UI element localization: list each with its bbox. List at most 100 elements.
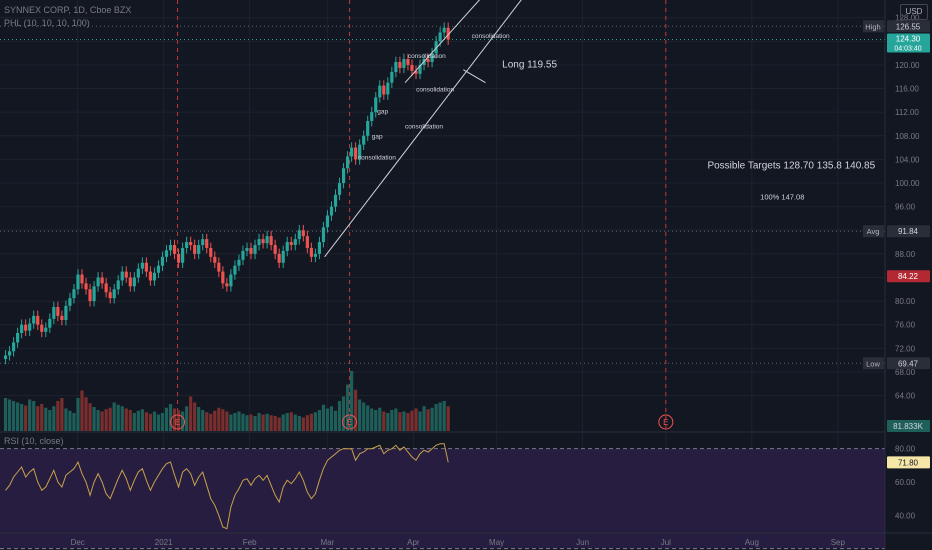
volume-bar — [354, 389, 358, 431]
candle-body — [160, 256, 165, 266]
volume-bar — [213, 410, 217, 431]
candle-body — [32, 315, 36, 324]
last-price-box — [887, 33, 930, 53]
candle-body — [309, 247, 313, 257]
candle-body — [112, 289, 116, 299]
low-side-label-box — [863, 357, 884, 370]
chart-annotation: gap — [377, 108, 388, 115]
rsi-line — [5, 443, 449, 530]
volume-bar — [325, 408, 330, 431]
volume-bar — [350, 371, 354, 431]
candle-body — [56, 307, 60, 316]
candle-body — [406, 59, 410, 65]
high-price-tag-box — [887, 20, 930, 33]
volume-bar — [438, 402, 442, 431]
candle-body — [257, 239, 261, 246]
volume-bar — [100, 411, 104, 431]
candle-body — [136, 268, 140, 278]
volume-bar — [84, 397, 88, 431]
candle-body — [442, 27, 446, 33]
volume-bar — [24, 405, 28, 431]
currency-button[interactable]: USD — [900, 4, 928, 20]
candle-body — [24, 324, 28, 331]
volume-bar — [370, 408, 374, 431]
time-tick-label: 2021 — [155, 538, 173, 547]
price-tick-label: 80.00 — [895, 297, 916, 306]
candle-body — [40, 324, 44, 332]
candle-body — [116, 280, 120, 290]
symbol-legend: SYNNEX CORP, 1D, Cboe BZX — [4, 5, 132, 15]
candle-body — [426, 59, 430, 62]
high-side-label-text: High — [865, 22, 880, 31]
candle-body — [281, 250, 285, 263]
volume-bar — [124, 408, 128, 431]
earnings-marker-label: E — [663, 418, 668, 427]
candle-body — [176, 253, 181, 263]
volume-bar — [176, 410, 181, 431]
volume-bar — [7, 399, 12, 431]
low-price-tag-box — [887, 357, 930, 370]
time-tick-label: Feb — [243, 538, 257, 547]
volume-bar — [257, 413, 261, 431]
volume-bar — [80, 390, 84, 431]
candle-body — [72, 289, 76, 299]
price-tick-label: 116.00 — [895, 85, 919, 94]
volume-bar — [48, 410, 52, 431]
volume-bar — [164, 407, 169, 431]
candle-body — [120, 271, 124, 281]
candle-body — [414, 70, 418, 74]
volume-bar — [116, 404, 120, 431]
volume-bar — [366, 405, 370, 431]
candle-body — [164, 250, 169, 257]
rsi-legend: RSI (10, close) — [4, 436, 64, 446]
volume-bar — [426, 409, 430, 431]
earnings-marker-circle — [170, 414, 186, 430]
candle-body — [213, 256, 217, 263]
candle-body — [172, 245, 177, 254]
candle-body — [209, 247, 213, 257]
volume-bar — [72, 413, 76, 431]
volume-bar — [398, 412, 402, 431]
volume-bar — [402, 411, 406, 431]
volume-bar — [273, 416, 277, 431]
volume-bar — [96, 410, 100, 431]
candle-body — [329, 206, 334, 216]
volume-bar — [189, 396, 193, 431]
time-tick-label: Mar — [320, 538, 334, 547]
volume-bar — [104, 409, 108, 431]
volume-tag-text: 81.833K — [893, 422, 923, 431]
candle-body — [7, 351, 12, 356]
candle-body — [398, 61, 402, 68]
volume-bar — [60, 398, 64, 431]
candle-body — [48, 318, 52, 328]
target-price-tag-box — [887, 270, 930, 283]
earnings-marker: E — [658, 414, 674, 430]
volume-bar — [120, 406, 124, 431]
chart-annotation: consolidation — [416, 87, 454, 94]
volume-bar — [92, 407, 96, 431]
last-price-tag: 124.30 04:03:40 — [887, 33, 930, 53]
volume-bar — [362, 402, 366, 431]
volume-bar — [68, 410, 72, 431]
volume-tag-box — [887, 420, 930, 432]
volume-bar — [414, 408, 418, 431]
candle-body — [345, 156, 350, 169]
candle-body — [418, 64, 422, 74]
volume-bar — [382, 411, 386, 431]
candle-body — [189, 242, 193, 246]
time-tick-label: Sep — [831, 538, 846, 547]
volume-bar — [197, 407, 201, 431]
earnings-marker: E — [342, 414, 358, 430]
volume-bar — [233, 413, 237, 431]
candle-body — [394, 61, 398, 73]
volume-bar — [172, 408, 177, 431]
candle-body — [297, 230, 301, 240]
candle-body — [402, 59, 406, 68]
volume-tag: 81.833K — [887, 420, 930, 432]
time-tick-label: May — [489, 538, 504, 547]
candle-body — [366, 121, 370, 136]
price-tick-label: 68.00 — [895, 368, 916, 377]
candle-body — [378, 85, 382, 98]
candle-body — [317, 242, 322, 254]
